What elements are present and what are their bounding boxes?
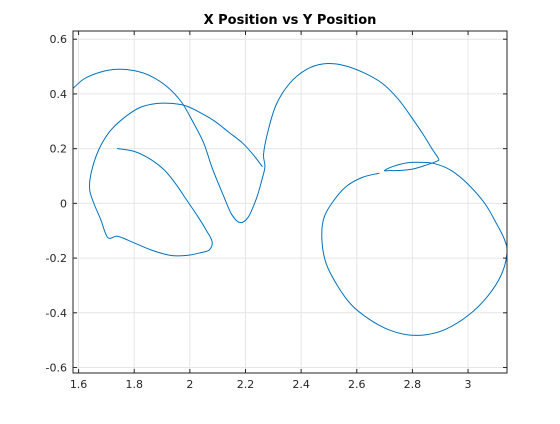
x-tick-label: 2.8 <box>404 378 422 391</box>
axes-box <box>72 30 508 374</box>
y-tick-label: 0.4 <box>50 88 68 101</box>
y-tick-label: -0.4 <box>46 307 67 320</box>
plot-area <box>73 31 507 373</box>
y-tick-label: 0.6 <box>50 33 68 46</box>
x-tick-label: 3 <box>465 378 472 391</box>
ticks: 1.6 1.8 2 2.2 2.4 2.6 2.8 3 -0.6 -0.4 -0.2 0 0.2 0.4 0… <box>46 31 507 391</box>
x-tick-label: 2.2 <box>237 378 255 391</box>
axes <box>72 30 508 374</box>
trajectory-line-1 <box>73 63 507 336</box>
x-tick-label: 2 <box>186 378 193 391</box>
x-tick-label: 2.4 <box>292 378 310 391</box>
x-tick-label: 1.8 <box>125 378 143 391</box>
x-tick-label: 1.6 <box>70 378 88 391</box>
y-tick-label: -0.2 <box>46 252 67 265</box>
y-tick-label: 0.2 <box>50 143 68 156</box>
trajectory-line-2 <box>89 102 263 257</box>
chart-title: X Position vs Y Position <box>204 13 377 28</box>
y-tick-label: 0 <box>60 197 67 210</box>
series-layer <box>73 63 507 336</box>
x-tick-label: 2.6 <box>348 378 366 391</box>
y-tick-label: -0.6 <box>46 362 67 375</box>
